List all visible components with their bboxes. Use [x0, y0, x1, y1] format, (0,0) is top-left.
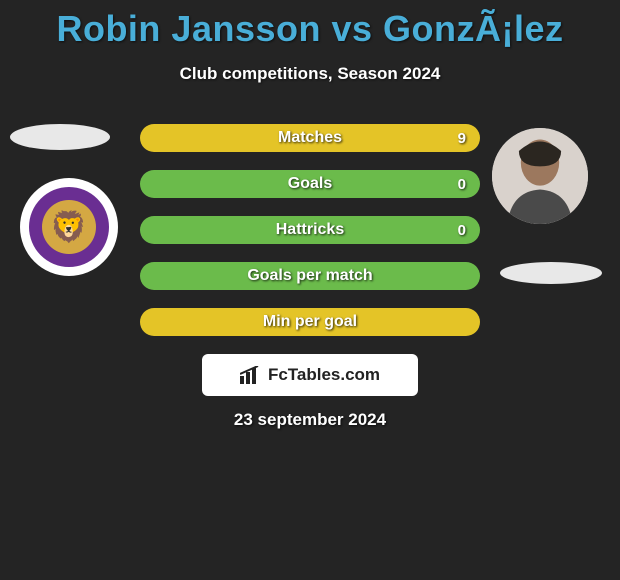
bar-chart-icon	[240, 366, 262, 384]
player-photo-left	[10, 124, 110, 150]
brand-box: FcTables.com	[202, 354, 418, 396]
club-badge-left-inner: 🦁	[29, 187, 109, 267]
stat-label: Hattricks	[276, 221, 344, 239]
stat-value: 0	[458, 176, 466, 193]
page-title: Robin Jansson vs GonzÃ¡lez	[0, 0, 620, 50]
subtitle: Club competitions, Season 2024	[0, 64, 620, 84]
stat-value: 0	[458, 222, 466, 239]
stat-label: Min per goal	[263, 313, 357, 331]
stat-row-min-per-goal: Min per goal	[140, 308, 480, 336]
club-badge-right	[500, 262, 602, 284]
brand-text: FcTables.com	[268, 365, 380, 385]
club-badge-left: 🦁	[20, 178, 118, 276]
stat-label: Matches	[278, 129, 342, 147]
stat-row-matches: Matches 9	[140, 124, 480, 152]
stat-label: Goals	[288, 175, 332, 193]
stats-container: Matches 9 Goals 0 Hattricks 0 Goals per …	[140, 124, 480, 354]
stat-row-goals: Goals 0	[140, 170, 480, 198]
stat-label: Goals per match	[247, 267, 372, 285]
lion-icon: 🦁	[42, 200, 96, 254]
stat-value: 9	[458, 130, 466, 147]
player-photo-right	[492, 128, 588, 224]
player-silhouette-icon	[492, 128, 588, 224]
stat-row-goals-per-match: Goals per match	[140, 262, 480, 290]
stat-row-hattricks: Hattricks 0	[140, 216, 480, 244]
date-text: 23 september 2024	[0, 410, 620, 430]
